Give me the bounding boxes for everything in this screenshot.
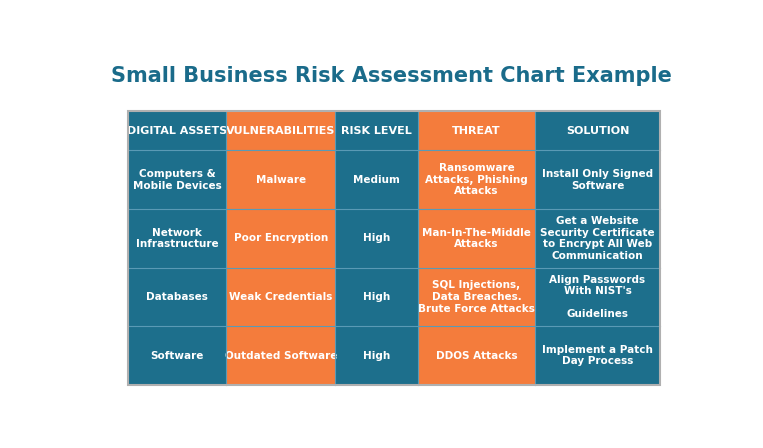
Bar	[535, 268, 660, 326]
Bar	[227, 209, 336, 268]
Text: RISK LEVEL: RISK LEVEL	[341, 125, 412, 136]
Bar	[418, 111, 535, 151]
Text: Medium: Medium	[353, 175, 400, 185]
Text: THREAT: THREAT	[452, 125, 501, 136]
Text: Implement a Patch
Day Process: Implement a Patch Day Process	[542, 345, 653, 366]
Bar	[128, 111, 227, 151]
Bar	[336, 151, 418, 209]
Text: Network
Infrastructure: Network Infrastructure	[136, 228, 218, 249]
Bar	[336, 326, 418, 385]
Bar	[418, 151, 535, 209]
Bar	[128, 209, 227, 268]
Text: Software: Software	[150, 351, 204, 361]
Text: High: High	[363, 292, 391, 302]
Text: Malware: Malware	[256, 175, 306, 185]
Bar	[418, 209, 535, 268]
Text: Install Only Signed
Software: Install Only Signed Software	[542, 169, 653, 190]
Text: Weak Credentials: Weak Credentials	[229, 292, 333, 302]
Text: Align Passwords
With NIST's

Guidelines: Align Passwords With NIST's Guidelines	[549, 275, 645, 319]
Bar	[535, 111, 660, 151]
Bar	[128, 326, 227, 385]
Bar	[128, 268, 227, 326]
Text: Ransomware
Attacks, Phishing
Attacks: Ransomware Attacks, Phishing Attacks	[425, 163, 528, 196]
Text: Small Business Risk Assessment Chart Example: Small Business Risk Assessment Chart Exa…	[111, 66, 671, 86]
Bar	[227, 326, 336, 385]
Text: DDOS Attacks: DDOS Attacks	[436, 351, 517, 361]
Bar	[227, 151, 336, 209]
Text: Get a Website
Security Certificate
to Encrypt All Web
Communication: Get a Website Security Certificate to En…	[540, 216, 655, 261]
Text: SQL Injections,
Data Breaches.
Brute Force Attacks: SQL Injections, Data Breaches. Brute For…	[418, 280, 535, 314]
Text: Poor Encryption: Poor Encryption	[233, 233, 328, 243]
Text: DIGITAL ASSETS: DIGITAL ASSETS	[127, 125, 227, 136]
Bar	[418, 268, 535, 326]
Text: Computers &
Mobile Devices: Computers & Mobile Devices	[133, 169, 221, 190]
Bar	[227, 111, 336, 151]
Text: High: High	[363, 351, 391, 361]
Bar	[336, 268, 418, 326]
Text: SOLUTION: SOLUTION	[566, 125, 629, 136]
Text: Man-In-The-Middle
Attacks: Man-In-The-Middle Attacks	[422, 228, 531, 249]
Bar	[418, 326, 535, 385]
Bar	[535, 209, 660, 268]
Text: Databases: Databases	[146, 292, 208, 302]
Text: VULNERABILITIES: VULNERABILITIES	[226, 125, 336, 136]
Text: High: High	[363, 233, 391, 243]
Bar	[336, 209, 418, 268]
Bar	[535, 151, 660, 209]
Bar	[128, 151, 227, 209]
Bar	[535, 326, 660, 385]
Bar	[227, 268, 336, 326]
Text: Outdated Software: Outdated Software	[225, 351, 337, 361]
Bar	[336, 111, 418, 151]
